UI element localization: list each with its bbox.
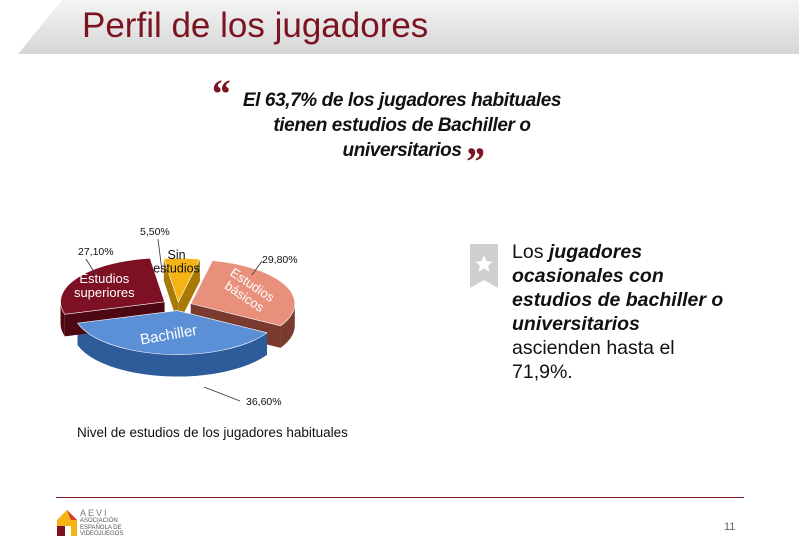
title-band-shape	[18, 0, 799, 54]
slice-name-line: superiores	[74, 285, 135, 300]
slice-value-label: 36,60%	[246, 396, 282, 408]
pie-slice	[60, 257, 165, 315]
logo-name: AEVI	[80, 508, 109, 518]
side-note-run: 71,9%.	[512, 361, 573, 383]
slice-value-label: 27,10%	[78, 246, 114, 258]
side-note-run: ocasionales con	[512, 265, 664, 287]
side-note-run: universitarios	[512, 313, 640, 335]
side-note-line: 71,9%.	[512, 360, 782, 384]
side-note-run: jugadores	[548, 241, 643, 263]
side-note-line: estudios de bachiller o	[512, 288, 782, 312]
quote-close-mark: ”	[464, 139, 484, 184]
logo-line: ASOCIACIÓN	[80, 518, 118, 524]
slice-name-line: estudios	[153, 261, 200, 275]
slice-name-label: Estudios superiores	[74, 271, 135, 300]
slice-name-line: Sin	[167, 248, 185, 262]
side-note: Los jugadores ocasionales con estudios de …	[512, 240, 782, 384]
value-leader-line	[85, 258, 97, 276]
pie-slice-side	[163, 258, 200, 325]
logo-line: ESPAÑOLA DE	[80, 524, 122, 531]
quote-line: El 63,7% de los jugadores habituales	[242, 90, 562, 111]
side-note-run: estudios de bachiller o	[512, 289, 724, 311]
value-leader-line	[251, 260, 263, 276]
side-note-line: ocasionales con	[512, 264, 782, 288]
side-note-line: universitarios	[512, 312, 782, 336]
slice-value-label: 29,80%	[262, 254, 298, 266]
side-note-line: ascienden hasta el	[512, 336, 782, 360]
page-number: 11	[724, 521, 736, 533]
chart-caption: Nivel de estudios de los jugadores habit…	[77, 425, 348, 440]
slice-value-label: 5,50%	[140, 226, 170, 238]
side-note-run: Los	[512, 241, 549, 263]
page-title: Perfil de los jugadores	[82, 6, 429, 45]
slice-name-label: Sin estudios	[153, 248, 200, 276]
headline-quote: El 63,7% de los jugadores habituales tie…	[222, 88, 582, 163]
pie-slice	[190, 260, 296, 327]
pie-slice	[77, 310, 268, 355]
title-band: Perfil de los jugadores	[0, 0, 799, 54]
aevi-logo-icon	[57, 510, 77, 536]
value-leader-line	[157, 238, 163, 272]
star-bookmark-icon	[470, 244, 498, 288]
slice-name-line: Estudios	[79, 271, 129, 286]
value-leader-line	[203, 386, 241, 402]
quote-line: universitarios	[342, 140, 462, 161]
quote-open-mark: “	[210, 71, 230, 116]
aevi-logo-text: AEVI ASOCIACIÓN ESPAÑOLA DE VIDEOJUEGOS	[80, 508, 123, 538]
side-note-line: Los jugadores	[512, 240, 782, 264]
pie-slice	[163, 257, 201, 303]
quote-line: tienen estudios de Bachiller o	[273, 115, 531, 136]
logo-line: VIDEOJUEGOS	[80, 531, 124, 537]
footer-divider	[56, 497, 744, 498]
side-note-run: ascienden hasta el	[512, 337, 675, 359]
